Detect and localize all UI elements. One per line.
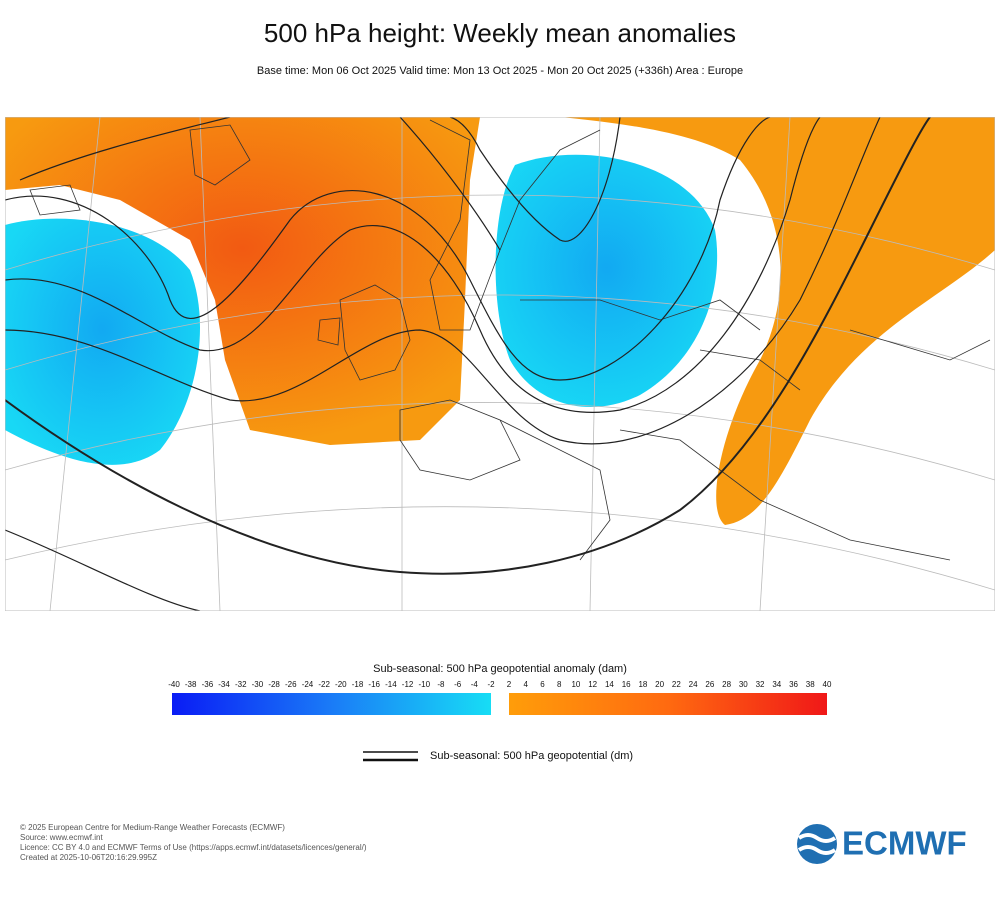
colorbar-tick-label: 8 xyxy=(557,680,562,689)
colorbar-tick-label: 10 xyxy=(571,680,580,689)
logo-text: ECMWF xyxy=(842,825,967,862)
colorbar-tick-label: -14 xyxy=(385,680,397,689)
colorbar-tick-label: 18 xyxy=(638,680,647,689)
colorbar-tick-label: 6 xyxy=(540,680,545,689)
colorbar-tick-label: 20 xyxy=(655,680,664,689)
footer-line: Licence: CC BY 4.0 and ECMWF Terms of Us… xyxy=(20,843,367,852)
colorbar-tick-label: 40 xyxy=(823,680,832,689)
colorbar-tick-label: -38 xyxy=(185,680,197,689)
footer-line: Source: www.ecmwf.int xyxy=(20,833,103,842)
colorbar-tick-label: -2 xyxy=(487,680,495,689)
colorbar-tick-label: -10 xyxy=(418,680,430,689)
colorbar-tick-label: -24 xyxy=(302,680,314,689)
colorbar-tick-label: -28 xyxy=(268,680,280,689)
colorbar-tick-label: -20 xyxy=(335,680,347,689)
colorbar-tick-label: -36 xyxy=(202,680,214,689)
footer-line: Created at 2025-10-06T20:16:29.995Z xyxy=(20,853,157,862)
colorbar-tick-label: 36 xyxy=(789,680,798,689)
colorbar-tick-label: 34 xyxy=(772,680,781,689)
footer: © 2025 European Centre for Medium-Range … xyxy=(20,823,367,862)
colorbar-tick-label: 14 xyxy=(605,680,614,689)
colorbar-tick-label: 22 xyxy=(672,680,681,689)
colorbar-positive xyxy=(509,693,827,715)
colorbar-ticks: -40 -38 -36 -34 -32 -30 -28 -26 -24 -22 -20 -18 -16-… xyxy=(168,680,832,689)
colorbar-tick-label: -4 xyxy=(471,680,479,689)
colorbar-tick-label: -12 xyxy=(402,680,414,689)
colorbar-tick-label: 28 xyxy=(722,680,731,689)
title: 500 hPa height: Weekly mean anomalies xyxy=(264,18,736,48)
footer-line: © 2025 European Centre for Medium-Range … xyxy=(20,823,285,832)
colorbar-tick-label: -30 xyxy=(252,680,264,689)
colorbar-tick-label: 24 xyxy=(689,680,698,689)
colorbar-tick-label: -40 xyxy=(168,680,180,689)
colorbar-tick-label: 12 xyxy=(588,680,597,689)
colorbar-tick-label: 16 xyxy=(622,680,631,689)
subtitle: Base time: Mon 06 Oct 2025 Valid time: M… xyxy=(257,65,743,77)
logo: ECMWF xyxy=(797,824,967,864)
colorbar-tick-label: 30 xyxy=(739,680,748,689)
colorbar-tick-label: -34 xyxy=(218,680,230,689)
colorbar-title: Sub-seasonal: 500 hPa geopotential anoma… xyxy=(373,663,627,675)
colorbar-tick-label: -32 xyxy=(235,680,247,689)
colorbar-tick-label: 4 xyxy=(524,680,529,689)
colorbar-tick-label: 32 xyxy=(756,680,765,689)
colorbar-tick-label: -22 xyxy=(318,680,330,689)
map xyxy=(5,117,995,611)
colorbar-negative xyxy=(172,693,491,715)
colorbar-tick-label: 38 xyxy=(806,680,815,689)
colorbar-tick-label: -16 xyxy=(368,680,380,689)
colorbar-tick-label: -8 xyxy=(437,680,445,689)
contour-legend-label: Sub-seasonal: 500 hPa geopotential (dm) xyxy=(430,750,633,762)
colorbar-tick-label: -26 xyxy=(285,680,297,689)
colorbar-tick-label: 2 xyxy=(507,680,512,689)
colorbar-tick-label: -18 xyxy=(352,680,364,689)
colorbar-tick-label: 26 xyxy=(705,680,714,689)
colorbar-tick-label: -6 xyxy=(454,680,462,689)
